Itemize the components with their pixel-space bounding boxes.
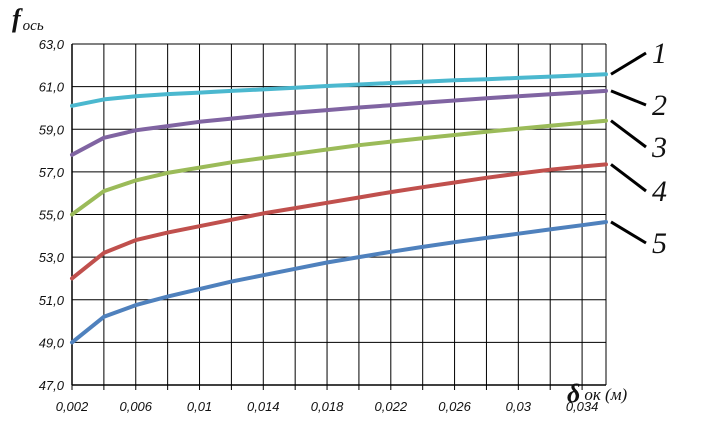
series-label-2: 2 — [652, 89, 667, 122]
series-label-1: 1 — [652, 37, 667, 70]
y-tick-label: 47,0 — [39, 378, 65, 393]
series-line-1 — [70, 72, 608, 108]
y-tick-label: 49,0 — [39, 335, 65, 350]
y-tick-label: 51,0 — [39, 293, 65, 308]
series-label-4: 4 — [652, 175, 667, 208]
series-leader-2 — [610, 89, 647, 107]
series-line-5 — [70, 220, 608, 345]
x-axis-title: δ ок (м) — [567, 379, 628, 408]
x-tick-label: 0,014 — [247, 399, 280, 414]
x-tick-label: 0,018 — [311, 399, 344, 414]
grid — [71, 43, 607, 390]
x-tick-label: 0,034 — [566, 399, 599, 414]
series-leader-3 — [610, 119, 647, 149]
x-tick-labels: 0,002 0,006 0,01 0,014 0,018 0,022 0,026 0,03 0,… — [56, 399, 599, 414]
y-tick-label: 63,0 — [39, 37, 65, 52]
series-label-5: 5 — [652, 227, 667, 260]
series-leader-4 — [610, 163, 647, 193]
series-leader-1 — [610, 51, 647, 76]
series-leader-5 — [610, 220, 647, 245]
series-lines — [70, 72, 608, 345]
x-tick-label: 0,006 — [119, 399, 152, 414]
x-tick-label: 0,022 — [375, 399, 408, 414]
y-axis-title: f ось — [12, 4, 44, 34]
x-tick-label: 0,026 — [438, 399, 471, 414]
series-line-4 — [70, 162, 608, 281]
series-line-3 — [70, 118, 608, 217]
x-tick-label: 0,01 — [187, 399, 212, 414]
y-tick-label: 57,0 — [39, 165, 65, 180]
y-tick-label: 53,0 — [39, 250, 65, 265]
y-tick-label: 59,0 — [39, 122, 65, 137]
series-labels: 1 2 3 4 5 — [610, 37, 667, 260]
x-tick-label: 0,03 — [506, 399, 532, 414]
series-line-2 — [70, 88, 608, 157]
y-tick-label: 61,0 — [39, 80, 65, 95]
y-tick-label: 55,0 — [39, 208, 65, 223]
x-tick-label: 0,002 — [56, 399, 89, 414]
series-label-3: 3 — [651, 131, 667, 164]
y-tick-labels: 47,0 49,0 51,0 53,0 55,0 57,0 59,0 61,0 63,0 — [39, 37, 65, 393]
